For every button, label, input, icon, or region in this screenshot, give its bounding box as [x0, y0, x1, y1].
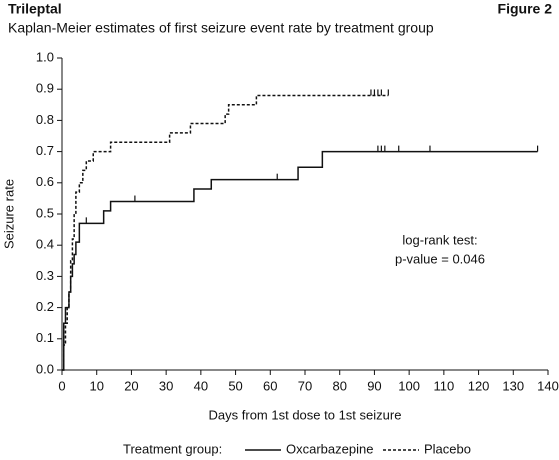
y-tick-label: 0.7: [36, 143, 54, 158]
x-axis-label: Days from 1st dose to 1st seizure: [209, 407, 402, 422]
y-tick-label: 0.2: [36, 299, 54, 314]
x-tick-label: 30: [159, 378, 173, 393]
x-tick-label: 60: [263, 378, 277, 393]
x-tick-label: 20: [124, 378, 138, 393]
x-tick-label: 80: [332, 378, 346, 393]
km-line: [62, 94, 389, 371]
x-tick-label: 10: [89, 378, 103, 393]
x-tick-label: 50: [228, 378, 242, 393]
x-tick-label: 110: [433, 378, 454, 393]
y-tick-label: 0.4: [36, 237, 54, 252]
x-tick-label: 90: [367, 378, 381, 393]
y-tick-label: 0.6: [36, 174, 54, 189]
annotation: log-rank test:: [402, 232, 477, 247]
x-tick-label: 120: [468, 378, 490, 393]
annotation: p-value = 0.046: [395, 251, 485, 266]
header-left: Trileptal: [8, 1, 62, 17]
y-tick-label: 0.9: [36, 81, 54, 96]
y-tick-label: 1.0: [36, 49, 54, 64]
y-tick-label: 0.1: [36, 330, 54, 345]
x-tick-label: 140: [537, 378, 559, 393]
y-tick-label: 0.8: [36, 112, 54, 127]
legend-label: Placebo: [424, 441, 471, 456]
y-tick-label: 0.5: [36, 205, 54, 220]
legend-title: Treatment group:: [123, 441, 222, 456]
x-tick-label: 40: [194, 378, 208, 393]
km-line: [62, 150, 538, 371]
legend-label: Oxcarbazepine: [286, 441, 373, 456]
x-tick-label: 70: [298, 378, 312, 393]
x-tick-label: 0: [58, 378, 65, 393]
y-tick-label: 0.0: [36, 361, 54, 376]
chart-title: Kaplan-Meier estimates of first seizure …: [8, 20, 434, 36]
y-axis-label: Seizure rate: [1, 179, 16, 249]
x-tick-label: 100: [398, 378, 420, 393]
x-tick-label: 130: [502, 378, 524, 393]
y-tick-label: 0.3: [36, 268, 54, 283]
header-right: Figure 2: [498, 1, 553, 17]
